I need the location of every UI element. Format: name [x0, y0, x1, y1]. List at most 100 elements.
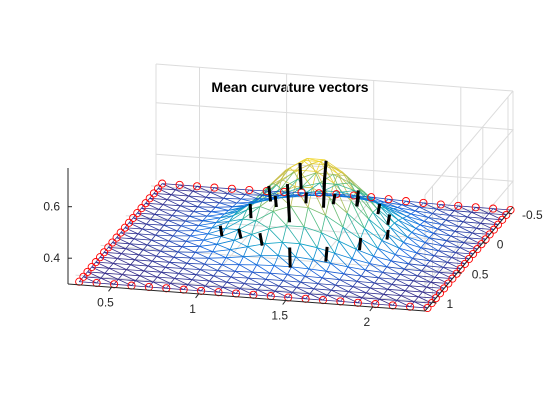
mesh-edge	[186, 240, 200, 247]
mesh-edge	[322, 299, 341, 302]
x-tick-label: 2	[363, 315, 370, 329]
mesh-edge	[329, 197, 344, 228]
mesh-edge	[124, 227, 143, 230]
mesh-edge	[330, 262, 345, 275]
mesh-edge	[438, 267, 444, 273]
mesh-edge	[480, 222, 495, 230]
mesh-edge	[351, 258, 370, 264]
mesh-edge	[438, 250, 456, 253]
mesh-edge	[177, 251, 192, 259]
mesh-edge	[255, 206, 261, 221]
mesh-edge	[112, 242, 126, 250]
mesh-edge	[291, 266, 306, 277]
mesh-edge	[312, 247, 318, 260]
y-tick-mark	[457, 271, 462, 274]
mesh-edge	[348, 286, 354, 292]
mesh-edge	[279, 191, 285, 196]
chart-title: Mean curvature vectors	[211, 79, 368, 95]
mesh-edge	[253, 294, 271, 297]
mesh-edge	[304, 268, 310, 277]
mesh-edge	[343, 266, 349, 275]
mesh-edge	[117, 274, 123, 280]
mesh-edge	[204, 263, 222, 265]
mesh-edge	[152, 281, 167, 289]
mesh-edge	[459, 226, 477, 229]
mesh-edge	[172, 230, 178, 237]
mesh-edge	[191, 279, 206, 287]
mesh-edge	[189, 211, 195, 217]
mesh-edge	[409, 301, 415, 307]
mesh-edge	[217, 270, 232, 278]
mesh-edge	[279, 285, 297, 288]
mesh-edge	[394, 254, 409, 265]
mesh-edge	[447, 262, 465, 265]
mesh-edge	[178, 273, 197, 276]
mesh-edge	[413, 296, 419, 303]
mesh-edge	[404, 268, 418, 277]
mesh-edge	[227, 193, 246, 195]
mesh-edge	[218, 291, 237, 294]
mesh-edge	[257, 284, 263, 291]
mesh-edge	[442, 240, 447, 246]
mesh-edge	[414, 206, 420, 212]
mesh-edge	[186, 262, 201, 270]
mesh-edge	[330, 284, 336, 291]
grid-line-y-floor	[125, 215, 483, 244]
grid-box-edge	[155, 63, 514, 92]
mesh-edge	[414, 301, 428, 309]
mesh-edge	[125, 248, 144, 251]
mesh-edge	[341, 191, 346, 197]
mesh-edge	[289, 167, 295, 172]
mesh-edge	[226, 276, 232, 283]
mesh-edge	[386, 266, 405, 270]
mesh-edge	[157, 188, 172, 196]
mesh-edge	[410, 306, 428, 309]
mesh-edge	[132, 212, 138, 219]
mesh-edge	[291, 256, 297, 268]
mesh-edge	[316, 161, 321, 172]
mesh-edge	[417, 275, 431, 283]
mesh-edge	[226, 281, 245, 284]
mesh-edge	[228, 206, 233, 211]
mesh-edge	[289, 159, 304, 169]
curvature-vector	[258, 232, 264, 246]
curvature-vector	[273, 195, 278, 208]
mesh-edge	[162, 204, 177, 211]
mesh-edge	[307, 158, 325, 161]
mesh-edge	[322, 277, 336, 286]
mesh-edge	[283, 191, 298, 196]
mesh-edge	[480, 218, 486, 224]
mesh-edge	[173, 256, 188, 264]
mesh-edge	[212, 251, 227, 259]
mesh-edge	[141, 207, 155, 215]
mesh-edge	[79, 281, 97, 284]
mesh-edge	[197, 206, 216, 208]
mesh-edge	[162, 183, 176, 191]
mesh-edge	[96, 277, 102, 284]
mesh-edge	[164, 245, 183, 248]
mesh-edge	[300, 281, 319, 284]
mesh-edge	[145, 202, 164, 205]
mesh-edge	[146, 223, 164, 226]
mesh-edge	[379, 294, 384, 300]
y-tick-mark	[482, 242, 487, 245]
mesh-edge	[368, 218, 387, 234]
mesh-edge	[430, 281, 449, 284]
mesh-edge	[133, 217, 151, 220]
boundary-marker	[493, 220, 503, 229]
mesh-edge	[121, 248, 127, 254]
boundary-marker	[332, 190, 341, 199]
mesh-edge	[402, 215, 407, 219]
mesh-edge	[412, 252, 418, 259]
mesh-edge	[467, 216, 481, 224]
mesh-edge	[308, 268, 323, 279]
mesh-edge	[311, 187, 326, 216]
mesh-edge	[313, 259, 331, 264]
mesh-edge	[296, 287, 314, 290]
mesh-edge	[131, 280, 136, 286]
mesh-edge	[186, 257, 192, 264]
mesh-edge	[195, 269, 201, 275]
mesh-edge	[220, 229, 239, 237]
mesh-edge	[201, 201, 216, 208]
mesh-edge	[244, 194, 259, 200]
